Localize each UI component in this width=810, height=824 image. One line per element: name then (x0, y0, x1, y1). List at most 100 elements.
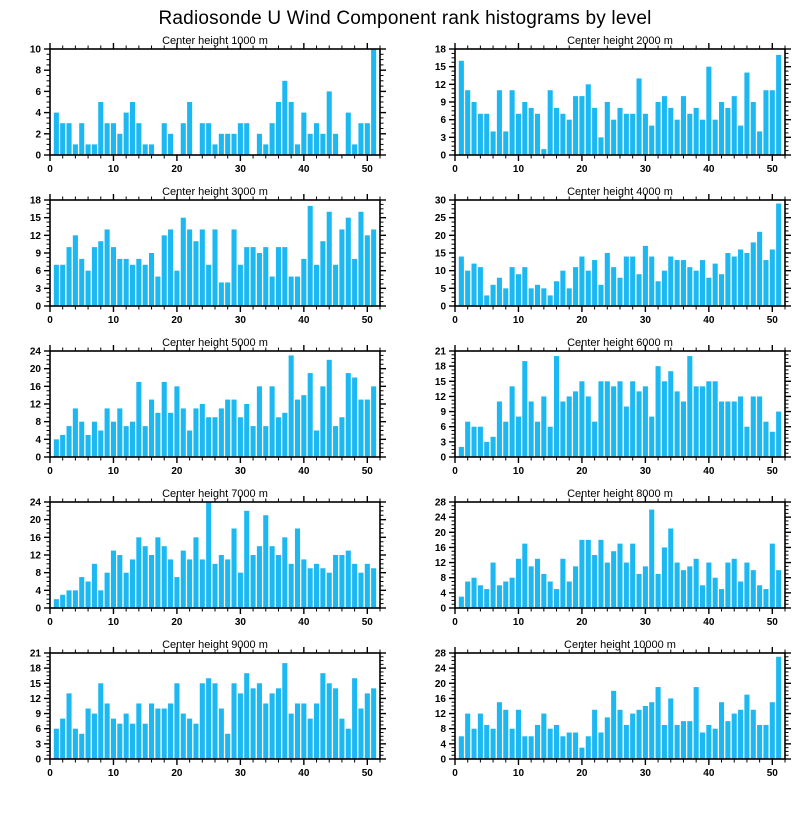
y-tick-label: 12 (435, 709, 447, 720)
bar-bin-48 (757, 396, 763, 457)
bar-bin-35 (269, 546, 275, 608)
bar-bin-15 (547, 581, 553, 608)
bar-bin-29 (636, 274, 642, 306)
bar-bin-46 (744, 562, 750, 608)
y-tick-label: 4 (35, 435, 41, 446)
bar-bin-3 (66, 590, 72, 608)
bar-bin-15 (142, 723, 148, 759)
y-tick-label: 6 (35, 266, 41, 277)
bar-bin-40 (301, 112, 307, 155)
bar-bin-10 (110, 421, 116, 457)
subplot-9: Center height 9000 m 0 3 6 9 12 15 18 21 0 10 20 30 4… (0, 638, 405, 789)
x-tick-label: 30 (640, 164, 652, 175)
bar-bin-12 (528, 736, 534, 759)
bar-bin-49 (763, 260, 769, 306)
bar-bin-46 (339, 417, 345, 457)
bar-bin-28 (630, 256, 636, 306)
bar-bin-47 (750, 102, 756, 155)
bar-bin-38 (693, 386, 699, 457)
y-tick-label: 12 (435, 392, 447, 403)
bar-bin-4 (477, 426, 483, 457)
subplot-title: Center height 5000 m (162, 337, 268, 349)
bar-bin-21 (585, 84, 591, 155)
bar-bin-22 (187, 559, 193, 608)
bar-bin-26 (617, 381, 623, 457)
bar-bin-48 (757, 131, 763, 155)
bar-bin-43 (725, 253, 731, 306)
x-tick-label: 30 (235, 315, 247, 326)
x-tick-label: 20 (576, 164, 588, 175)
bar-bin-43 (320, 386, 326, 457)
bar-bin-15 (142, 546, 148, 608)
bar-bin-5 (79, 123, 85, 155)
bar-bin-30 (237, 123, 243, 155)
bar-bin-36 (680, 260, 686, 306)
y-tick-label: 9 (35, 249, 41, 260)
bar-bin-7 (496, 702, 502, 759)
bar-bin-16 (554, 724, 560, 759)
bar-bin-46 (339, 718, 345, 759)
bar-bin-28 (225, 733, 231, 759)
bar-bin-27 (218, 708, 224, 759)
bar-bin-21 (180, 550, 186, 608)
bar-bin-28 (225, 399, 231, 457)
bar-bin-21 (585, 736, 591, 759)
bar-bin-34 (263, 426, 269, 457)
bar-bin-7 (496, 401, 502, 457)
bar-bin-38 (693, 107, 699, 155)
x-tick-label: 50 (767, 164, 779, 175)
bar-bin-13 (129, 421, 136, 457)
bar-bin-33 (661, 270, 667, 306)
bar-bin-10 (110, 247, 116, 306)
bar-bin-27 (218, 133, 224, 155)
bar-bin-18 (161, 708, 167, 759)
bar-bin-12 (528, 107, 534, 155)
bar-bin-24 (604, 253, 610, 306)
bar-bin-36 (680, 570, 686, 608)
bar-bin-26 (212, 563, 218, 608)
x-tick-label: 0 (452, 768, 458, 779)
bar-bin-8 (503, 581, 509, 608)
y-tick-label: 16 (435, 694, 447, 705)
bar-bin-20 (579, 256, 585, 306)
x-tick-label: 30 (235, 164, 247, 175)
bar-bin-14 (541, 149, 547, 155)
x-tick-label: 0 (452, 617, 458, 628)
bar-bin-21 (585, 270, 591, 306)
x-tick-label: 20 (576, 617, 588, 628)
bar-bin-44 (326, 572, 332, 608)
y-tick-label: 28 (435, 498, 447, 509)
bar-bin-42 (719, 401, 725, 457)
bar-bin-47 (345, 550, 351, 608)
y-tick-label: 12 (435, 558, 447, 569)
bar-bin-15 (142, 144, 148, 155)
y-tick-label: 6 (440, 115, 446, 126)
bar-bin-9 (104, 408, 110, 457)
bar-bin-39 (699, 119, 706, 155)
x-tick-label: 30 (640, 768, 652, 779)
bar-bin-33 (256, 253, 262, 306)
bar-bin-43 (725, 562, 731, 608)
bar-bin-47 (345, 728, 351, 759)
bar-bin-17 (560, 113, 566, 155)
bar-bin-24 (604, 717, 610, 759)
bar-bin-22 (592, 555, 598, 608)
y-tick-label: 0 (35, 302, 41, 313)
bar-bin-29 (231, 528, 237, 608)
bar-bin-41 (712, 577, 718, 608)
bar-bin-37 (282, 247, 288, 306)
bar-bin-43 (320, 133, 326, 155)
bar-bin-27 (623, 724, 629, 759)
y-tick-label: 21 (30, 649, 42, 660)
bar-bin-28 (630, 113, 636, 155)
y-tick-label: 20 (30, 364, 42, 375)
y-tick-label: 28 (435, 649, 447, 660)
bar-bin-31 (244, 404, 250, 457)
y-tick-label: 16 (30, 533, 42, 544)
y-tick-label: 20 (435, 679, 447, 690)
bar-bin-14 (541, 396, 547, 457)
x-tick-label: 10 (108, 315, 120, 326)
bar-bin-50 (364, 563, 370, 608)
x-tick-label: 50 (362, 768, 374, 779)
